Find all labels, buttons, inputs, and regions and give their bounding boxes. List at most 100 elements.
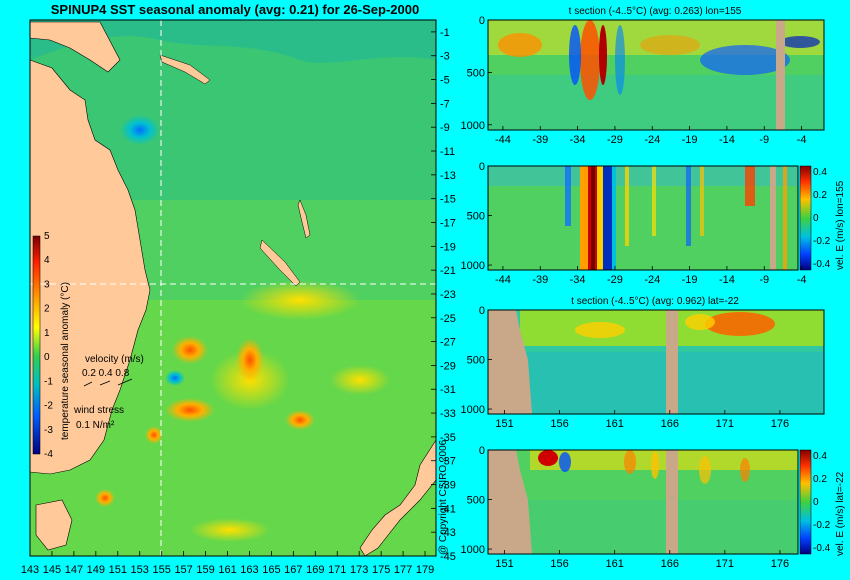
lon-tick-label: 173 [350, 564, 368, 576]
panel-2-frame [487, 165, 799, 271]
lat-tick-label: -1 [440, 27, 450, 39]
map-colorbar-scale [32, 235, 41, 455]
section-x-tick-label: -24 [644, 134, 660, 146]
section-x-tick-label: 166 [661, 418, 679, 430]
section-x-tick-label: 151 [495, 558, 513, 570]
section-x-tick-label: -9 [759, 134, 769, 146]
section-x-tick-label: 161 [606, 418, 624, 430]
section-y-tick-label: 500 [467, 211, 485, 223]
panel-3-land-mask [488, 310, 532, 414]
section-x-tick-label: -14 [719, 134, 735, 146]
panel-4-frame [487, 449, 799, 555]
sst-map: -1-3-5-7-9-11-13-15-17-19-21-23-25-27-29… [21, 19, 456, 576]
panel-1-frame [487, 19, 825, 131]
map-colorbar: 5 4 3 2 1 0 -1 -2 -3 -4 temperature seasonal anom… [32, 231, 71, 460]
section-x-tick-label: -34 [570, 274, 586, 286]
map-frame [29, 19, 437, 557]
lon-tick-label: 157 [174, 564, 192, 576]
map-colorbar-tick: 5 [44, 231, 50, 242]
lat-tick-label: -15 [440, 194, 456, 206]
section-x-tick-label: -14 [719, 274, 735, 286]
lon-tick-label: 163 [240, 564, 258, 576]
lat-tick-label: -13 [440, 170, 456, 182]
section-y-tick-label: 0 [479, 161, 485, 173]
velocity-colorbar-tick: 0.2 [813, 190, 827, 201]
panel-4-y-ticks: 0 500 1000 [461, 445, 492, 556]
panel-2-x-ticks: -44 -39 -34 -29 -24 -19 -14 -9 -4 [495, 266, 807, 286]
section-x-tick-label: 176 [771, 558, 789, 570]
section-y-tick-label: 1000 [461, 544, 485, 556]
lat-tick-label: -21 [440, 265, 456, 277]
section-y-tick-label: 0 [479, 445, 485, 457]
section-y-tick-label: 1000 [461, 404, 485, 416]
velocity-colorbar-tick: 0.4 [813, 451, 827, 462]
section-x-tick-label: -29 [607, 134, 623, 146]
lat-tick-label: -35 [440, 432, 456, 444]
section-x-tick-label: -24 [644, 274, 660, 286]
map-colorbar-tick: 2 [44, 304, 50, 315]
section-x-tick-label: -4 [797, 274, 807, 286]
section-x-tick-label: 156 [550, 558, 568, 570]
velocity-colorbar-tick: -0.2 [813, 236, 831, 247]
velocity-colorbar-tick: 0.2 [813, 474, 827, 485]
lat-tick-label: -29 [440, 360, 456, 372]
panel-1-land-mask [776, 20, 785, 130]
section-x-tick-label: -19 [682, 134, 698, 146]
map-lon-ticks: 143 145 147 149 151 153 155 157 159 161 163 165 167 1… [21, 551, 434, 576]
lat-tick-label: -27 [440, 337, 456, 349]
copyright-text: @ Copyright CSIRO 2006 [438, 439, 449, 555]
section-x-tick-label: 151 [495, 418, 513, 430]
lat-tick-label: -31 [440, 384, 456, 396]
lon-tick-label: 171 [328, 564, 346, 576]
lat-tick-label: -39 [440, 480, 456, 492]
lon-tick-label: 143 [21, 564, 39, 576]
section-x-tick-label: 156 [550, 418, 568, 430]
section-y-tick-label: 0 [479, 305, 485, 317]
map-colorbar-tick: 4 [44, 255, 50, 266]
section-x-tick-label: -29 [607, 274, 623, 286]
section-x-tick-label: 161 [606, 558, 624, 570]
lat-tick-label: -43 [440, 527, 456, 539]
section-x-tick-label: -19 [682, 274, 698, 286]
panel-3-frame [487, 309, 825, 415]
map-lat-ticks: -1 -3 -5 -7 -9 -11 -13 -15 -17 -19 -21 -23 -25 -27 -29… [431, 27, 456, 563]
lon-tick-label: 179 [416, 564, 434, 576]
land-australia [29, 59, 151, 475]
land-tasmania [35, 499, 73, 551]
section-panel-3: t section (-4..5°C) (avg: 0.962) lat=-22… [461, 296, 825, 430]
lon-tick-label: 177 [394, 564, 412, 576]
lon-tick-label: 165 [262, 564, 280, 576]
section-x-tick-label: 171 [716, 418, 734, 430]
section-x-tick-label: -34 [570, 134, 586, 146]
panel-3-y-ticks: 0 500 1000 [461, 305, 492, 416]
wind-legend: wind stress 0.1 N/m² [73, 405, 124, 431]
panel-4-x-ticks: 151 156 161 166 171 176 [495, 550, 789, 570]
panel-2-colorbar-ticks: 0.4 0.2 0 -0.2 -0.4 [813, 167, 831, 270]
map-colorbar-tick: -4 [44, 449, 53, 460]
land-new-zealand [359, 438, 437, 557]
lat-tick-label: -3 [440, 51, 450, 63]
panel-3-title: t section (-4..5°C) (avg: 0.962) lat=-22 [571, 296, 739, 307]
velocity-colorbar-tick: 0 [813, 497, 819, 508]
lon-tick-label: 149 [87, 564, 105, 576]
map-colorbar-tick: -2 [44, 401, 53, 412]
velocity-legend-arrows [83, 378, 133, 387]
section-y-tick-label: 1000 [461, 260, 485, 272]
panel-1-x-ticks: -44 -39 -34 -29 -24 -19 -14 -9 -4 [495, 126, 806, 146]
map-colorbar-ticks: 5 4 3 2 1 0 -1 -2 -3 -4 [44, 231, 53, 460]
section-y-tick-label: 500 [467, 495, 485, 507]
velocity-legend-title: velocity (m/s) [85, 354, 144, 365]
panel-4-colorbar-ticks: 0.4 0.2 0 -0.2 -0.4 [813, 451, 831, 554]
panel-4-colorbar [799, 449, 812, 555]
velocity-legend: velocity (m/s) 0.2 0.4 0.8 [82, 354, 144, 387]
lon-tick-label: 169 [306, 564, 324, 576]
lat-tick-label: -5 [440, 75, 450, 87]
map-colorbar-tick: -1 [44, 376, 53, 387]
lon-tick-label: 145 [43, 564, 61, 576]
panel-1-title: t section (-4..5°C) (avg: 0.263) lon=155 [569, 6, 742, 17]
panel-2-colorbar [799, 165, 812, 271]
land-solomon-islands [159, 54, 211, 85]
velocity-colorbar-tick: -0.2 [813, 520, 831, 531]
velocity-colorbar-tick: -0.4 [813, 543, 831, 554]
lat-tick-label: -25 [440, 313, 456, 325]
